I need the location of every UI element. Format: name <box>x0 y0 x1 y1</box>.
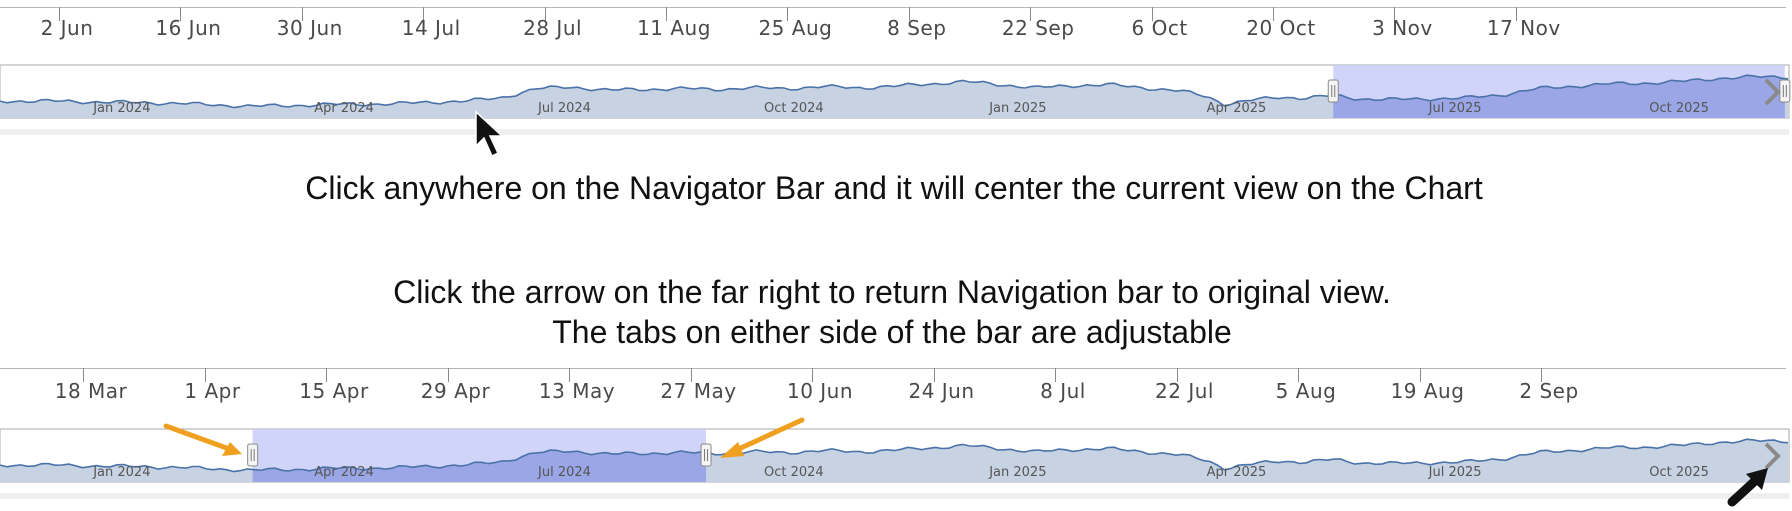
axis-tick-label: 2 Jun <box>40 16 94 40</box>
axis-tick-label: 22 Sep <box>1001 16 1075 40</box>
axis-tick-label: 30 Jun <box>276 16 343 40</box>
axis-tick <box>326 368 327 382</box>
chevron-right-icon[interactable] <box>1764 442 1781 470</box>
axis-tick <box>1298 368 1299 382</box>
axis-tick-label: 13 May <box>538 379 616 403</box>
navigator-period-label: Apr 2024 <box>314 465 374 480</box>
navigator-period-label: Apr 2025 <box>1207 101 1267 116</box>
navigator-period-label: Jul 2025 <box>1428 101 1482 116</box>
cursor-icon <box>475 110 504 158</box>
axis-tick-label: 20 Oct <box>1246 16 1316 40</box>
navigator-period-label: Jul 2025 <box>1428 465 1482 480</box>
axis-tick-label: 27 May <box>660 379 737 403</box>
navigator-instruction-2: Click the arrow on the far right to retu… <box>393 274 1391 310</box>
navigator-period-label: Oct 2024 <box>764 465 824 480</box>
axis-tick-label: 2 Sep <box>1519 379 1579 403</box>
axis-tick-label: 29 Apr <box>420 379 491 403</box>
axis-tick <box>1419 368 1421 382</box>
selection-overlap <box>252 450 707 482</box>
axis-tick <box>1030 7 1032 21</box>
axis-tick-label: 18 Mar <box>54 379 128 403</box>
axis-tick-label: 8 Jul <box>1040 379 1086 403</box>
top-time-axis: 2 Jun 16 Jun 30 Jun 14 Jul 28 Jul 11 Aug 25 Au… <box>0 0 1792 45</box>
series-line <box>0 438 1789 473</box>
navigator-instruction-1: Click anywhere on the Navigator Bar and … <box>305 170 1483 206</box>
axis-tick-label: 11 Aug <box>637 16 711 40</box>
axis-tick <box>1176 368 1178 382</box>
axis-tick-label: 28 Jul <box>523 16 583 40</box>
axis-tick-label: 16 Jun <box>155 16 222 40</box>
series-line <box>0 74 1789 109</box>
navigator-period-label: Jan 2025 <box>988 101 1046 116</box>
axis-tick-label: 19 Aug <box>1390 379 1465 403</box>
navigator-period-label: Jan 2024 <box>92 101 150 116</box>
axis-tick-label: 24 Jun <box>908 379 975 403</box>
axis-tick <box>812 368 813 382</box>
left-drag-handle[interactable] <box>247 443 259 467</box>
navigator-chart[interactable]: Jan 2024 Apr 2024 Jul 2024 Oct 2024 Jan 2025… <box>0 428 1792 511</box>
axis-tick <box>787 7 789 21</box>
orange-arrow-icon <box>720 417 805 458</box>
axis-tick-label: 3 Nov <box>1372 16 1433 40</box>
axis-tick-label: 6 Oct <box>1131 16 1188 40</box>
selection-overlap <box>1333 75 1785 118</box>
axis-tick-label: 17 Nov <box>1486 16 1561 40</box>
navigator-period-label: Apr 2025 <box>1207 465 1267 480</box>
axis-tick <box>908 7 910 21</box>
axis-tick <box>59 7 60 21</box>
axis-tick <box>1055 368 1056 382</box>
scrollbar-track[interactable] <box>0 493 1789 499</box>
axis-tick <box>1515 7 1517 21</box>
navigator-period-label: Oct 2025 <box>1649 101 1709 116</box>
right-drag-handle[interactable] <box>1779 79 1791 103</box>
axis-tick <box>933 368 935 382</box>
axis-tick <box>569 368 570 382</box>
top-navigator-bar[interactable]: Jan 2024 Apr 2024 Jul 2024 Oct 2024 Jan 2025… <box>0 64 1792 144</box>
bottom-time-axis: 18 Mar 1 Apr 15 Apr 29 Apr 13 May 27 May 10 Ju… <box>0 365 1792 410</box>
navigator-period-label: Oct 2025 <box>1649 465 1709 480</box>
navigator-chart[interactable]: Jan 2024 Apr 2024 Jul 2024 Oct 2024 Jan 2025… <box>0 64 1792 144</box>
chevron-right-icon[interactable] <box>1764 78 1781 106</box>
axis-line <box>0 7 1786 8</box>
cursor-icon <box>1727 468 1768 507</box>
axis-tick <box>666 7 667 21</box>
axis-tick <box>83 368 84 382</box>
navigator-instruction-3: The tabs on either side of the bar are a… <box>552 314 1232 350</box>
axis-tick <box>1273 7 1274 21</box>
navigator-period-label: Jul 2024 <box>537 101 591 116</box>
axis-tick-label: 25 Aug <box>758 16 833 40</box>
left-drag-handle[interactable] <box>1327 79 1339 103</box>
navigator-period-label: Oct 2024 <box>764 101 824 116</box>
axis-tick <box>544 7 546 21</box>
axis-tick <box>1394 7 1396 21</box>
orange-arrow-icon <box>163 423 242 456</box>
axis-tick-label: 10 Jun <box>786 379 854 403</box>
bottom-navigator-bar[interactable]: Jan 2024 Apr 2024 Jul 2024 Oct 2024 Jan 2025… <box>0 428 1792 511</box>
axis-tick <box>690 368 692 382</box>
navigator-period-label: Jan 2025 <box>988 465 1046 480</box>
right-drag-handle[interactable] <box>700 443 712 467</box>
axis-tick-label: 22 Jul <box>1155 379 1214 403</box>
axis-tick-label: 1 Apr <box>184 379 241 403</box>
navigator-period-label: Jul 2024 <box>537 465 591 480</box>
axis-tick <box>180 7 182 21</box>
axis-tick-label: 15 Apr <box>299 379 369 403</box>
axis-tick <box>204 368 206 382</box>
navigator-period-label: Jan 2024 <box>92 465 150 480</box>
axis-tick-label: 8 Sep <box>887 16 947 40</box>
axis-line <box>0 368 1786 369</box>
navigator-period-label: Apr 2024 <box>314 101 374 116</box>
axis-tick <box>1151 7 1153 21</box>
axis-tick <box>423 7 425 21</box>
axis-tick-label: 14 Jul <box>401 16 461 40</box>
axis-tick <box>447 368 449 382</box>
scrollbar-track[interactable] <box>0 129 1789 135</box>
axis-tick <box>301 7 303 21</box>
axis-tick-label: 5 Aug <box>1275 379 1337 403</box>
axis-tick <box>1541 368 1542 382</box>
